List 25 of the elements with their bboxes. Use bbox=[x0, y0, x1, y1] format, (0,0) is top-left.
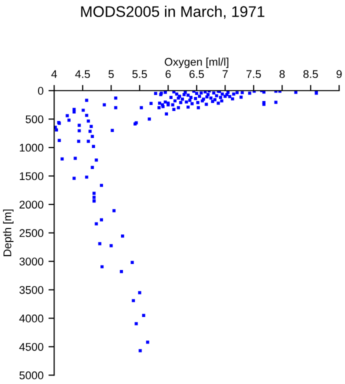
x-tick-label: 6 bbox=[166, 70, 171, 78]
x-tick-label: 7 bbox=[222, 70, 228, 78]
x-tick-label: 4 bbox=[51, 70, 57, 78]
x-tick-label: 5.5 bbox=[132, 70, 147, 78]
x-tick-label: 6.5 bbox=[189, 70, 204, 78]
y-tick-label: 1000 bbox=[20, 144, 44, 152]
y-tick-label: 5000 bbox=[19, 371, 44, 380]
x-tick-label: 9 bbox=[336, 70, 342, 78]
x-tick-label: 8 bbox=[280, 70, 285, 78]
y-tick-label: 2500 bbox=[20, 229, 44, 238]
y-tick-label: 500 bbox=[26, 115, 44, 124]
y-tick-label: 4000 bbox=[19, 314, 44, 322]
y-tick-label: 0 bbox=[38, 86, 44, 95]
y-tick-label: 3000 bbox=[19, 258, 44, 266]
y-axis-title: Depth [m] bbox=[3, 210, 14, 256]
x-tick-label: 5 bbox=[108, 70, 114, 78]
x-axis-title: Oxygen [ml/l] bbox=[164, 58, 228, 68]
y-tick-label: 3500 bbox=[19, 286, 44, 294]
chart-title: MODS2005 in March, 1971 bbox=[81, 6, 264, 19]
y-tick-label: 1500 bbox=[20, 172, 44, 180]
y-tick-label: 4500 bbox=[19, 342, 44, 351]
x-tick-label: 8.5 bbox=[303, 70, 318, 78]
x-tick-label: 4.5 bbox=[75, 70, 90, 78]
y-tick-label: 2000 bbox=[20, 200, 44, 209]
x-tick-label: 7.5 bbox=[246, 70, 261, 78]
